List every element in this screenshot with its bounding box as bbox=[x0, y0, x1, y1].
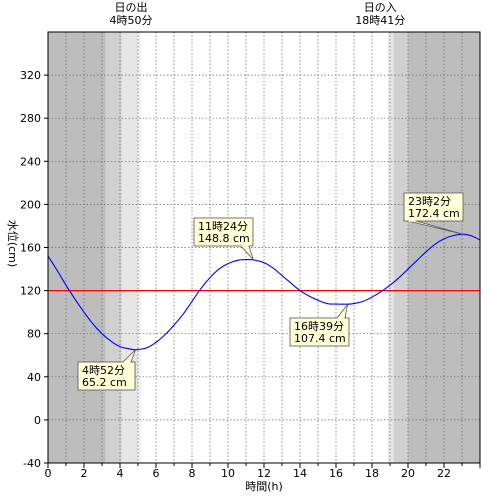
x-tick-label-20: 20 bbox=[401, 467, 415, 480]
annotation-box bbox=[77, 361, 136, 391]
annotation-value: 148.8 cm bbox=[198, 232, 250, 245]
y-tick-label--40: -40 bbox=[23, 457, 41, 470]
annotation-time: 16時39分 bbox=[294, 320, 344, 333]
shade-band-1 bbox=[105, 32, 122, 463]
sunrise-label: 日の出 bbox=[114, 0, 147, 14]
y-tick-label-40: 40 bbox=[27, 371, 41, 384]
x-tick-label-8: 8 bbox=[189, 467, 196, 480]
y-axis-label: 水位(cm) bbox=[6, 220, 20, 267]
sunrise-time: 4時50分 bbox=[109, 14, 152, 27]
x-tick-label-0: 0 bbox=[45, 467, 52, 480]
x-tick-label-2: 2 bbox=[81, 467, 88, 480]
y-tick-label-160: 160 bbox=[20, 242, 41, 255]
y-tick-label-0: 0 bbox=[34, 414, 41, 427]
shade-band-4 bbox=[388, 32, 394, 463]
shade-band-5 bbox=[393, 32, 408, 463]
annotation-box bbox=[193, 217, 254, 247]
y-tick-label-120: 120 bbox=[20, 285, 41, 298]
y-tick-label-200: 200 bbox=[20, 198, 41, 211]
annotation-box bbox=[403, 192, 464, 222]
annotation-value: 107.4 cm bbox=[294, 332, 346, 345]
x-tick-label-4: 4 bbox=[117, 467, 124, 480]
x-tick-label-6: 6 bbox=[153, 467, 160, 480]
y-tick-label-80: 80 bbox=[27, 328, 41, 341]
x-tick-label-18: 18 bbox=[365, 467, 379, 480]
x-tick-label-12: 12 bbox=[257, 467, 271, 480]
tide-level-line bbox=[47, 233, 481, 351]
annotation-time: 4時52分 bbox=[82, 364, 125, 377]
sunset-time: 18時41分 bbox=[355, 14, 405, 27]
x-tick-label-16: 16 bbox=[329, 467, 343, 480]
x-tick-label-22: 22 bbox=[437, 467, 451, 480]
y-tick-label-280: 280 bbox=[20, 112, 41, 125]
x-tick-label-14: 14 bbox=[293, 467, 307, 480]
sunset-label: 日の入 bbox=[364, 1, 397, 14]
annotation-time: 23時2分 bbox=[408, 195, 451, 208]
x-tick-label-10: 10 bbox=[221, 467, 235, 480]
y-tick-label-320: 320 bbox=[20, 69, 41, 82]
y-tick-label-240: 240 bbox=[20, 155, 41, 168]
x-axis-label: 時間(h) bbox=[245, 480, 283, 493]
annotation-box bbox=[289, 317, 350, 347]
annotation-value: 172.4 cm bbox=[408, 207, 460, 220]
annotation-value: 65.2 cm bbox=[82, 376, 127, 389]
annotation-time: 11時24分 bbox=[198, 220, 248, 233]
